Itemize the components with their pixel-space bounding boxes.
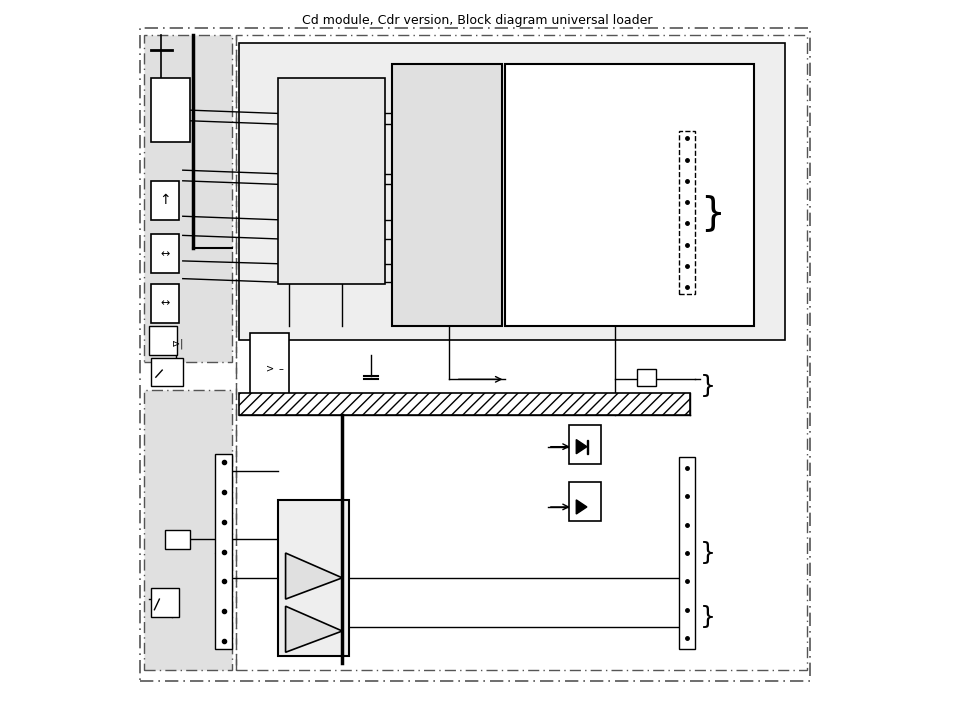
Bar <box>151 181 179 220</box>
Bar <box>679 457 694 649</box>
Bar <box>636 369 656 386</box>
Bar <box>149 326 177 354</box>
Text: ↑: ↑ <box>159 193 171 207</box>
Text: –: – <box>278 364 283 374</box>
Bar <box>569 482 600 521</box>
Bar <box>505 64 753 326</box>
Polygon shape <box>576 500 586 514</box>
Text: ⊳|: ⊳| <box>172 339 183 349</box>
Text: }: } <box>700 541 716 565</box>
Bar <box>239 43 784 340</box>
Bar <box>679 131 694 294</box>
Text: ↔: ↔ <box>160 249 170 259</box>
Text: Cd module, Cdr version, Block diagram universal loader: Cd module, Cdr version, Block diagram un… <box>301 14 652 27</box>
Bar <box>151 284 179 323</box>
Bar <box>392 64 501 326</box>
Text: ↔: ↔ <box>160 298 170 308</box>
Text: }: } <box>700 605 716 629</box>
Polygon shape <box>576 440 586 454</box>
Bar <box>214 454 233 649</box>
Bar <box>144 390 233 670</box>
Bar <box>235 35 806 670</box>
Bar <box>165 530 190 549</box>
Bar <box>239 393 689 415</box>
Bar <box>278 78 384 284</box>
Text: }: } <box>700 194 724 232</box>
Bar <box>278 500 349 656</box>
Bar <box>151 234 179 273</box>
Bar <box>151 358 183 386</box>
Bar <box>144 35 233 362</box>
Bar <box>250 333 289 404</box>
Polygon shape <box>285 606 342 652</box>
Text: }: } <box>700 374 716 398</box>
Bar <box>586 440 588 454</box>
Bar <box>151 78 190 142</box>
Bar <box>151 588 179 617</box>
Polygon shape <box>285 553 342 599</box>
Text: >: > <box>265 364 274 374</box>
Bar <box>569 425 600 464</box>
